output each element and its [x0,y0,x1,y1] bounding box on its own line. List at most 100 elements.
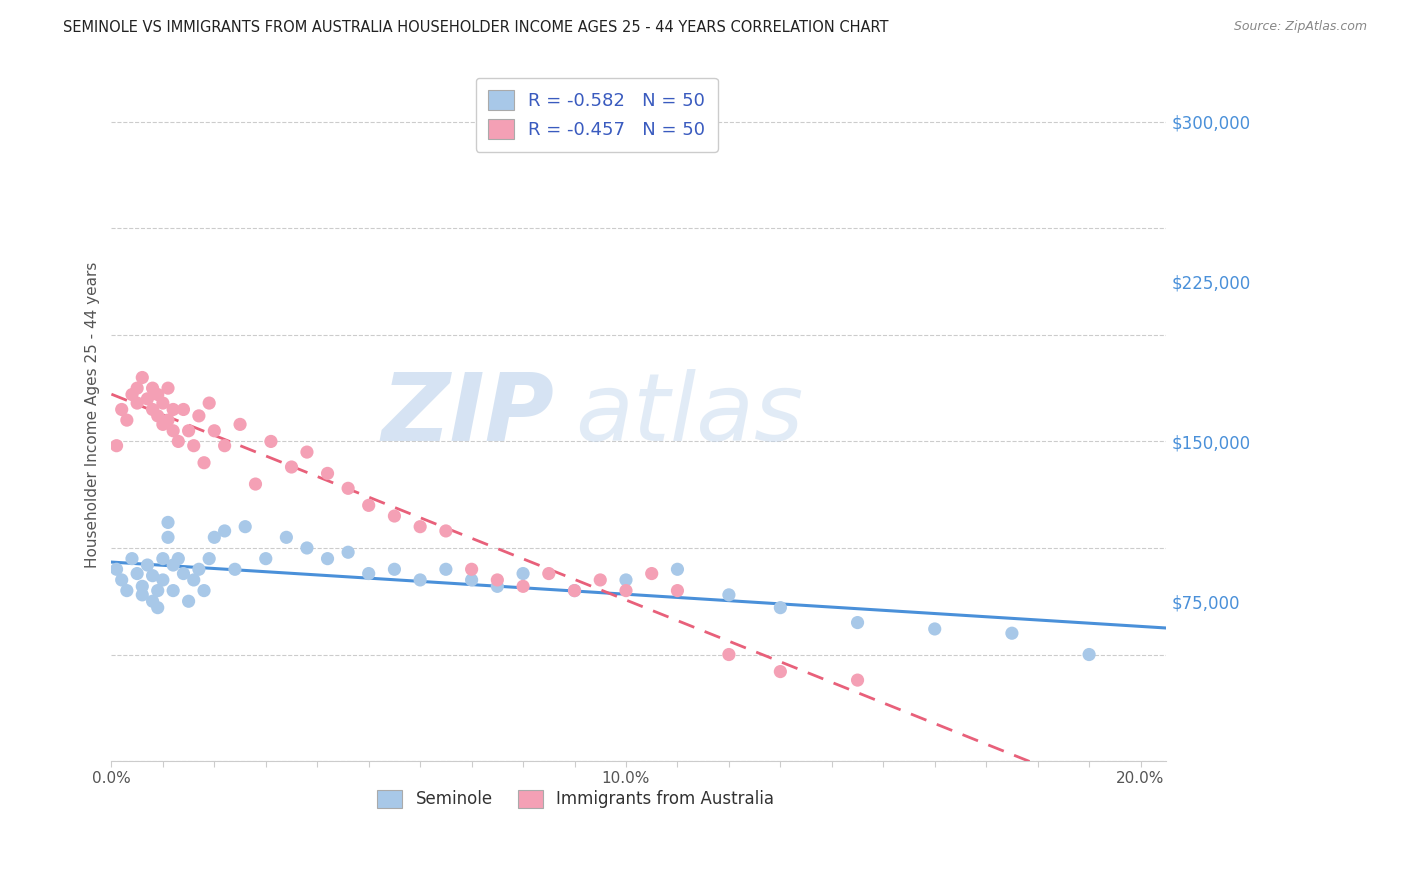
Point [183,439,205,453]
Point [337,545,360,559]
Point [121,551,143,566]
Text: Source: ZipAtlas.com: Source: ZipAtlas.com [1233,20,1367,33]
Point [537,566,560,581]
Point [666,562,689,576]
Point [641,566,664,581]
Point [202,530,225,544]
Point [156,381,179,395]
Point [460,573,482,587]
Point [316,467,339,481]
Point [202,424,225,438]
Point [229,417,252,432]
Point [136,558,159,572]
Point [486,573,509,587]
Point [614,583,637,598]
Point [152,551,174,566]
Point [434,562,457,576]
Point [142,381,165,395]
Point [295,445,318,459]
Point [1001,626,1024,640]
Point [193,583,215,598]
Point [245,477,267,491]
Point [127,381,149,395]
Point [254,551,277,566]
Point [924,622,946,636]
Point [131,579,153,593]
Point [260,434,283,449]
Point [276,530,298,544]
Point [177,594,200,608]
Point [127,396,149,410]
Point [136,392,159,406]
Point [357,566,380,581]
Point [512,579,534,593]
Point [183,573,205,587]
Point [193,456,215,470]
Point [589,573,612,587]
Point [384,508,406,523]
Point [846,673,869,687]
Text: SEMINOLE VS IMMIGRANTS FROM AUSTRALIA HOUSEHOLDER INCOME AGES 25 - 44 YEARS CORR: SEMINOLE VS IMMIGRANTS FROM AUSTRALIA HO… [63,20,889,35]
Point [177,424,200,438]
Point [409,519,432,533]
Point [187,409,209,423]
Point [409,573,432,587]
Point [486,579,509,593]
Point [172,402,194,417]
Point [162,558,184,572]
Point [384,562,406,576]
Point [156,530,179,544]
Point [131,588,153,602]
Point [152,417,174,432]
Point [142,568,165,582]
Point [111,573,134,587]
Point [357,499,380,513]
Point [152,396,174,410]
Point [146,600,169,615]
Point [156,413,179,427]
Point [214,524,236,538]
Point [172,566,194,581]
Point [717,588,740,602]
Point [162,402,184,417]
Point [146,583,169,598]
Point [434,524,457,538]
Point [162,424,184,438]
Point [111,402,134,417]
Point [214,439,236,453]
Point [167,551,190,566]
Point [1078,648,1101,662]
Point [105,439,128,453]
Point [666,583,689,598]
Point [142,594,165,608]
Point [460,562,482,576]
Point [152,573,174,587]
Point [717,648,740,662]
Point [105,562,128,576]
Point [156,516,179,530]
Text: ZIP: ZIP [381,368,554,461]
Point [131,370,153,384]
Point [127,566,149,581]
Point [846,615,869,630]
Point [280,460,302,475]
Point [115,583,138,598]
Point [769,665,792,679]
Point [121,387,143,401]
Legend: Seminole, Immigrants from Australia: Seminole, Immigrants from Australia [371,783,780,815]
Point [187,562,209,576]
Point [115,413,138,427]
Point [614,573,637,587]
Point [316,551,339,566]
Text: atlas: atlas [575,369,804,460]
Point [769,600,792,615]
Point [146,409,169,423]
Point [295,541,318,555]
Point [146,387,169,401]
Point [337,481,360,495]
Point [512,566,534,581]
Point [233,519,256,533]
Point [224,562,246,576]
Point [162,583,184,598]
Point [167,434,190,449]
